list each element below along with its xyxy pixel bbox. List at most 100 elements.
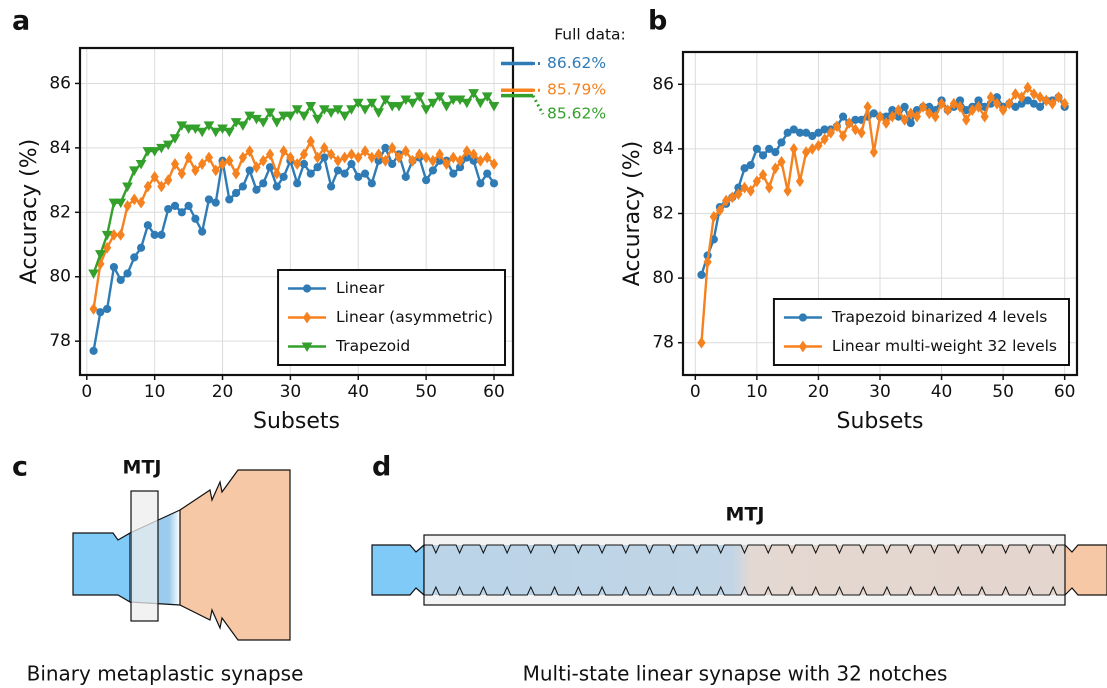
point: [415, 148, 424, 161]
point: [272, 182, 281, 191]
notch-edge: [424, 544, 1065, 555]
point: [931, 110, 940, 123]
point: [449, 169, 458, 178]
point: [906, 107, 915, 120]
point: [150, 170, 159, 183]
point: [299, 159, 309, 169]
x-tick-label: 40: [347, 382, 369, 402]
legend: Trapezoid binarized 4 levels Linear multi…: [772, 298, 1070, 366]
legend-label: Linear: [336, 279, 385, 297]
point: [715, 204, 725, 217]
legend-label: Linear multi-weight 32 levels: [832, 337, 1057, 355]
annotation-title: Full data:: [554, 26, 626, 44]
panel-label: c: [12, 452, 28, 483]
point: [771, 148, 780, 157]
x-tick-label: 60: [483, 382, 505, 402]
point: [327, 148, 336, 161]
point: [401, 145, 410, 157]
point: [191, 214, 200, 223]
point: [225, 154, 234, 167]
point: [286, 151, 295, 164]
point: [128, 166, 140, 176]
point: [765, 144, 774, 153]
point: [1035, 102, 1045, 112]
point: [95, 250, 106, 260]
point: [184, 201, 193, 210]
point: [962, 113, 971, 126]
full-data-label: 86.62%: [547, 54, 606, 72]
point: [394, 151, 404, 164]
point: [795, 175, 805, 188]
point: [789, 125, 798, 134]
point: [191, 164, 200, 177]
point: [447, 95, 459, 106]
point: [906, 118, 915, 128]
caption: Binary metaplastic synapse: [27, 662, 304, 686]
point: [875, 110, 885, 123]
x-tick-label: 10: [746, 382, 768, 402]
x-tick-label: 50: [415, 382, 437, 402]
point: [758, 168, 768, 181]
y-tick-label: 78: [49, 331, 71, 351]
point: [279, 172, 288, 181]
point: [408, 154, 417, 167]
point: [1029, 88, 1039, 100]
legend-marker: [798, 313, 808, 322]
point: [360, 145, 370, 157]
point: [428, 166, 438, 175]
point: [211, 198, 220, 207]
point: [974, 101, 983, 113]
point: [401, 172, 410, 181]
point: [937, 97, 946, 110]
point: [223, 127, 235, 138]
panel-label: b: [648, 6, 667, 37]
point: [157, 230, 166, 239]
point: [271, 118, 283, 128]
point: [869, 146, 878, 159]
point: [912, 110, 922, 123]
point: [299, 148, 309, 161]
point: [814, 139, 823, 152]
x-tick-label: 20: [212, 382, 234, 402]
synapse-c: [72, 469, 291, 641]
point: [808, 143, 817, 155]
point: [231, 188, 241, 198]
point: [783, 128, 792, 137]
point: [449, 151, 458, 164]
point: [352, 98, 364, 109]
point: [252, 185, 261, 194]
point: [164, 204, 173, 214]
point: [826, 126, 835, 139]
point: [882, 117, 891, 129]
point: [857, 126, 866, 139]
point: [1023, 81, 1032, 94]
point: [101, 230, 113, 241]
point: [489, 158, 499, 170]
point: [340, 169, 349, 178]
point: [278, 111, 289, 122]
point: [489, 179, 499, 188]
point: [313, 163, 322, 172]
point: [943, 104, 952, 117]
point: [393, 101, 405, 112]
point: [468, 89, 479, 99]
x-tick-label: 50: [992, 382, 1014, 402]
point: [264, 108, 276, 118]
y-tick-label: 86: [652, 74, 674, 94]
point: [285, 111, 296, 122]
point: [925, 107, 934, 120]
point: [435, 148, 444, 161]
point: [169, 134, 181, 144]
point: [367, 179, 376, 188]
point: [196, 127, 208, 138]
point: [245, 145, 254, 157]
point: [838, 112, 848, 121]
x-tick-label: 40: [931, 382, 953, 402]
panel-label: a: [12, 6, 30, 37]
point: [333, 154, 343, 167]
point: [918, 101, 928, 113]
point: [115, 198, 127, 209]
x-tick-label: 20: [808, 382, 830, 402]
point: [279, 145, 288, 157]
